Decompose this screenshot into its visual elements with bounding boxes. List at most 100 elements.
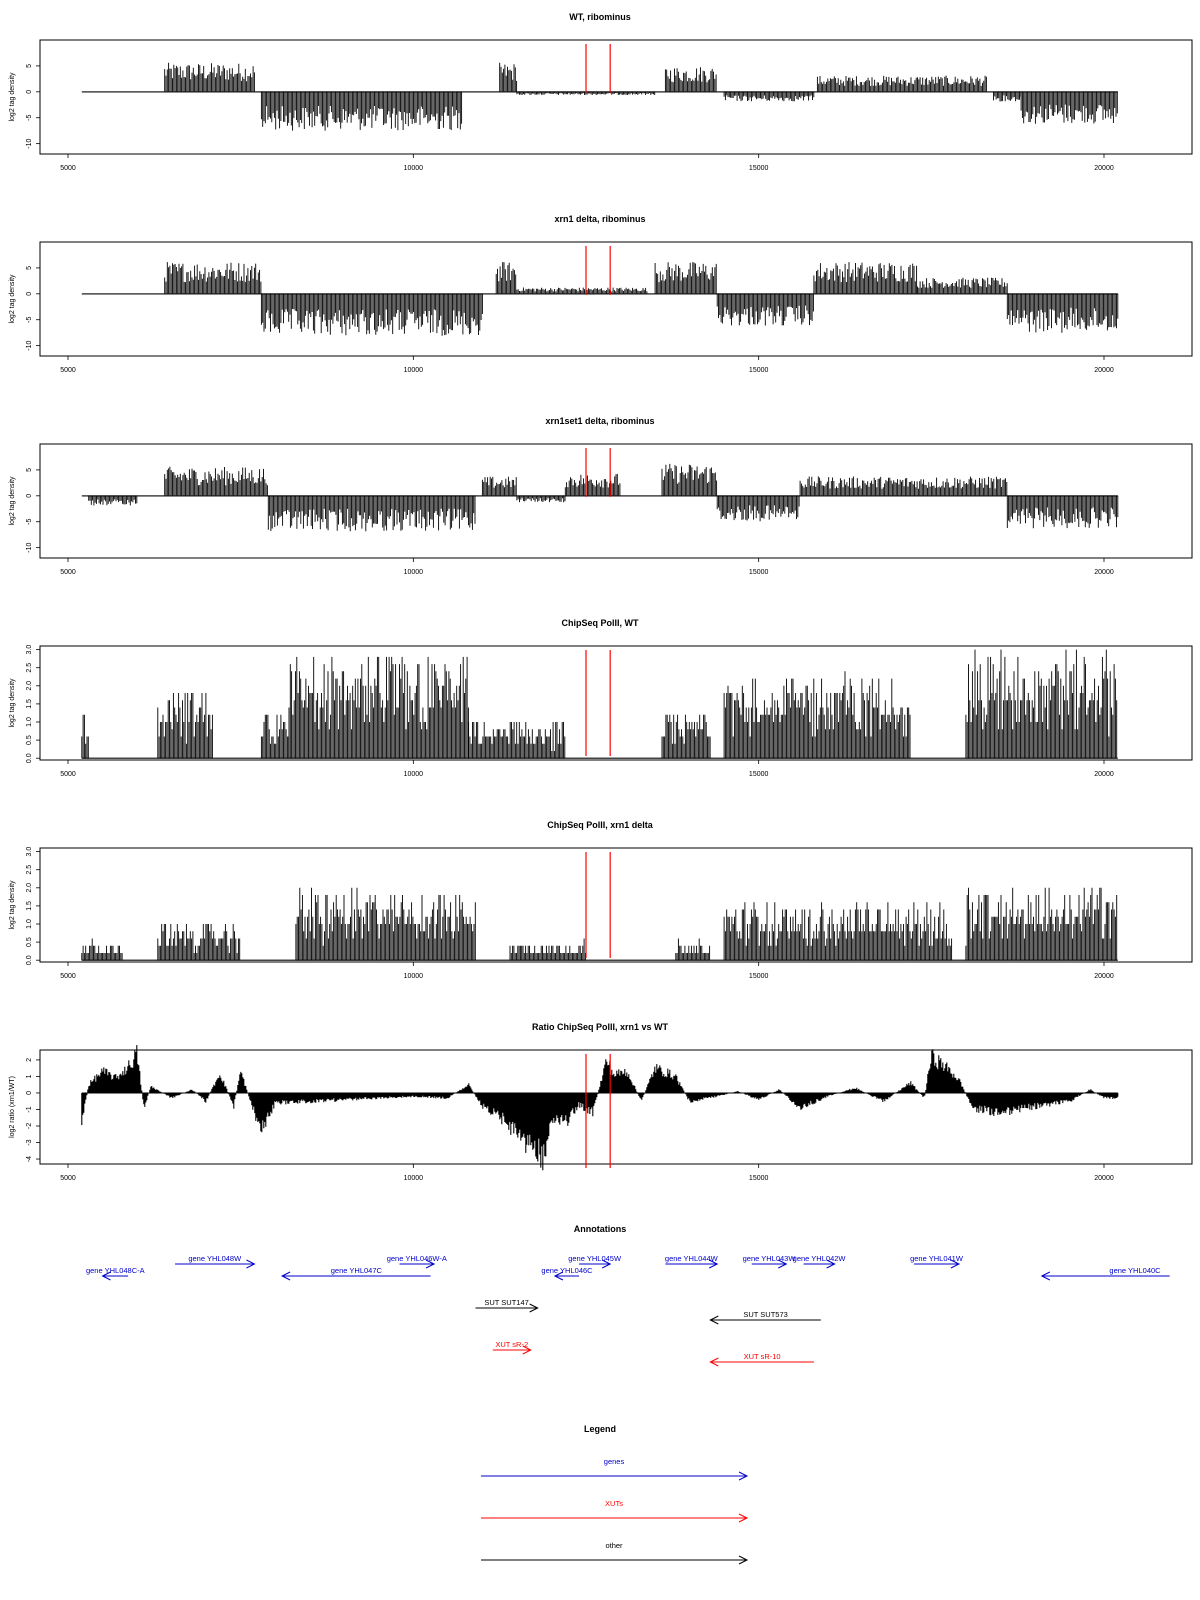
- panel-5-xtick-label: 5000: [60, 1175, 76, 1182]
- panel-3-ytick-label: 2.5: [26, 663, 33, 673]
- panel-5-xtick-label: 20000: [1094, 1175, 1114, 1182]
- panel-4-ytick-label: 0.5: [26, 937, 33, 947]
- panel-1-ylabel: log2 tag density: [9, 274, 16, 324]
- panel-2-segment-4: [516, 495, 566, 503]
- annotation-arrowhead-6: [709, 1259, 719, 1269]
- panel-5-title: Ratio ChipSeq PolII, xrn1 vs WT: [532, 1022, 669, 1032]
- panel-4-segment-2: [295, 887, 476, 961]
- panel-5-xtick-label: 15000: [749, 1175, 769, 1182]
- panel-3-ytick-label: 1.5: [26, 699, 33, 709]
- panel-4-ytick-label: 3.0: [26, 847, 33, 857]
- panel-5-ylabel: log2 ratio (xrn1/WT): [9, 1076, 16, 1138]
- panel-4-frame: [39, 847, 1193, 963]
- annotation-label-14: XUT sR-10: [744, 1352, 781, 1361]
- annotation-label-12: SUT SUT573: [743, 1310, 787, 1319]
- panel-3-ytick-label: 0.5: [26, 735, 33, 745]
- panel-0-xtick-label: 5000: [60, 165, 76, 172]
- panel-3-segment-7: [965, 649, 1118, 759]
- panel-2-ylabel: log2 tag density: [9, 476, 16, 526]
- panel-1-segment-5: [716, 293, 814, 326]
- annotation-arrowhead-7: [778, 1259, 788, 1269]
- panel-5-ytick-label: 1: [26, 1074, 33, 1078]
- panel-3-segment-0: [81, 714, 89, 759]
- panel-0-ytick-label: -10: [26, 138, 33, 148]
- panel-0-ytick-label: 5: [26, 64, 33, 68]
- panel-3-segment-5: [661, 714, 711, 759]
- panel-3-ytick-label: 1.0: [26, 717, 33, 727]
- panel-1-ytick-label: 0: [26, 292, 33, 296]
- panel-0-segment-8: [1020, 91, 1118, 124]
- panel-4-segment-6: [965, 887, 1118, 961]
- panel-1-segment-7: [917, 277, 1008, 294]
- panel-0-xtick-label: 20000: [1094, 165, 1114, 172]
- panel-3-xtick-label: 10000: [404, 771, 424, 778]
- panel-0-segment-6: [816, 75, 987, 92]
- annotation-label-5: gene YHL045W: [568, 1254, 622, 1263]
- panel-0-title: WT, ribominus: [569, 12, 631, 22]
- panel-3-segment-6: [723, 671, 911, 759]
- panel-1-xtick-label: 5000: [60, 367, 76, 374]
- annotation-arrowhead-10: [1040, 1271, 1051, 1281]
- panel-1-ytick-label: -10: [26, 340, 33, 350]
- annotation-arrowhead-1: [246, 1259, 256, 1269]
- panel-1-xtick-label: 20000: [1094, 367, 1114, 374]
- legend-label-0: genes: [604, 1457, 625, 1466]
- annotation-label-6: gene YHL044W: [665, 1254, 719, 1263]
- panel-1-ytick-label: -5: [26, 317, 33, 323]
- panel-1-segment-6: [813, 262, 918, 294]
- panel-0-xtick-label: 10000: [404, 165, 424, 172]
- panel-3-title: ChipSeq PolII, WT: [562, 618, 639, 628]
- panel-2-segment-6: [661, 463, 718, 496]
- panel-0-segment-4: [664, 67, 717, 92]
- panel-0-segment-0: [164, 62, 255, 92]
- panel-3-ylabel: log2 tag density: [9, 678, 16, 728]
- annotation-label-11: SUT SUT147: [484, 1298, 528, 1307]
- annotation-label-2: gene YHL047C: [331, 1266, 383, 1275]
- panel-4-segment-4: [675, 938, 711, 961]
- panel-1-segment-8: [1006, 293, 1119, 333]
- panel-4-segment-1: [157, 924, 241, 961]
- panel-2-segment-0: [88, 495, 138, 506]
- panel-2-ytick-label: -10: [26, 542, 33, 552]
- panel-3-ytick-label: 0.0: [26, 753, 33, 763]
- panel-0-xtick-label: 15000: [749, 165, 769, 172]
- panel-5-ytick-label: -3: [26, 1139, 33, 1145]
- panel-4-segment-0: [81, 938, 123, 961]
- panel-2-ytick-label: 0: [26, 494, 33, 498]
- panel-5-ytick-label: 0: [26, 1091, 33, 1095]
- panel-2-xtick-label: 20000: [1094, 569, 1114, 576]
- panel-1-segment-2: [495, 262, 517, 294]
- panel-0-frame: [39, 39, 1193, 155]
- annotations-title: Annotations: [574, 1224, 627, 1234]
- panel-3-segment-1: [157, 693, 213, 759]
- annotation-label-8: gene YHL042W: [793, 1254, 847, 1263]
- annotation-label-10: gene YHL040C: [1109, 1266, 1161, 1275]
- legend-label-1: XUTs: [605, 1499, 623, 1508]
- panel-4-xtick-label: 5000: [60, 973, 76, 980]
- panel-2-xtick-label: 5000: [60, 569, 76, 576]
- panel-0-segment-7: [993, 91, 1022, 102]
- panel-0-segment-2: [499, 62, 518, 92]
- annotation-arrowhead-13: [522, 1345, 532, 1355]
- panel-0-ytick-label: -5: [26, 115, 33, 121]
- panel-3-frame: [39, 645, 1193, 761]
- panel-5-ytick-label: 2: [26, 1058, 33, 1062]
- annotation-label-7: gene YHL043W: [743, 1254, 797, 1263]
- panel-0-ylabel: log2 tag density: [9, 72, 16, 122]
- panel-0-segment-3: [516, 91, 656, 95]
- legend-title: Legend: [584, 1424, 616, 1434]
- annotation-arrowhead-4: [553, 1271, 564, 1281]
- panel-3-ytick-label: 2.0: [26, 681, 33, 691]
- annotation-arrowhead-0: [101, 1271, 111, 1281]
- panel-0-segment-5: [723, 91, 815, 102]
- panel-3-xtick-label: 15000: [749, 771, 769, 778]
- panel-4-ytick-label: 2.0: [26, 883, 33, 893]
- annotation-arrowhead-8: [826, 1259, 836, 1269]
- panel-2-xtick-label: 15000: [749, 569, 769, 576]
- panel-3-segment-3: [288, 656, 469, 759]
- panel-2-segment-8: [799, 476, 1008, 496]
- annotation-arrowhead-9: [950, 1259, 961, 1269]
- panel-1-segment-0: [164, 262, 262, 294]
